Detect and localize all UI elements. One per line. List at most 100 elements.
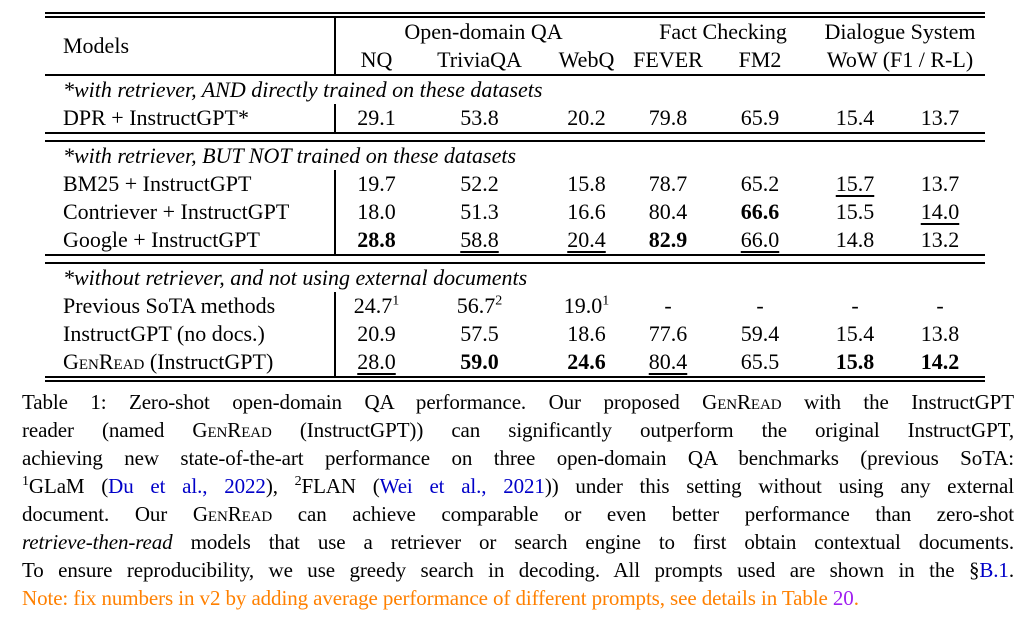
value-cell: 15.8: [815, 348, 895, 376]
value-cell: 29.1: [335, 104, 417, 132]
text-segment: GenRead: [192, 418, 272, 442]
value-cell: -: [705, 292, 815, 320]
table-ref-link-20[interactable]: 20: [832, 586, 854, 610]
metric-value: 80.4: [648, 349, 688, 374]
caption-line: reader (named GenRead (InstructGPT)) can…: [22, 416, 1014, 444]
value-cell: 15.8: [542, 170, 631, 198]
footnote-marker: 1: [392, 293, 400, 309]
value-cell: 80.4: [631, 348, 705, 376]
metric-value: 15.5: [835, 199, 875, 224]
metric-value: 52.2: [460, 171, 499, 196]
text-segment: Previous SoTA methods: [63, 293, 276, 318]
model-name-cell: Google + InstructGPT: [45, 226, 336, 254]
column-header-fever: FEVER: [633, 47, 703, 72]
metric-value: 28.0: [357, 349, 396, 374]
section-ref-link-b1[interactable]: B.1: [979, 558, 1009, 582]
text-segment: FLAN (: [301, 474, 380, 498]
metric-value: 15.8: [835, 349, 875, 374]
footnote-marker: 1: [602, 293, 610, 309]
text-segment: retrieve-then-read: [22, 530, 173, 554]
metric-value: 24.7: [353, 293, 393, 318]
table-row: Contriever + InstructGPT 18.0 51.3 16.6 80.4…: [45, 198, 985, 226]
value-cell: 20.9: [335, 320, 417, 348]
value-cell: 19.7: [335, 170, 417, 198]
text-segment: GenRead: [192, 502, 273, 526]
section-note: *with retriever, BUT NOT trained on thes…: [63, 143, 517, 168]
value-cell: 14.0: [895, 198, 985, 226]
text-segment: GLaM (: [28, 474, 109, 498]
metric-value: 51.3: [460, 199, 499, 224]
metric-value: 13.8: [920, 321, 960, 346]
metric-value: 20.4: [567, 227, 606, 252]
value-cell: 20.4: [542, 226, 631, 254]
text-segment: BM25 + InstructGPT: [63, 171, 252, 196]
value-cell: 59.4: [705, 320, 815, 348]
value-cell: 15.4: [815, 320, 895, 348]
value-cell: 15.4: [815, 104, 895, 132]
citation-link-du-2022[interactable]: Du et al., 2022: [108, 474, 266, 498]
metric-value: -: [756, 293, 764, 318]
metric-value: 79.8: [648, 105, 688, 130]
text-segment: ),: [265, 474, 295, 498]
caption-line: document. Our GenRead can achieve compar…: [22, 500, 1014, 528]
model-name-cell: Previous SoTA methods: [45, 292, 336, 320]
value-cell: 79.8: [631, 104, 705, 132]
value-cell: 18.0: [335, 198, 417, 226]
metric-value: 20.9: [357, 321, 396, 346]
footnote-marker: 2: [495, 293, 503, 309]
models-column-header: Models: [45, 18, 336, 74]
metric-value: 18.6: [567, 321, 606, 346]
text-segment: Table 1: Zero-shot open-domain QA perfor…: [22, 390, 703, 414]
caption-line: To ensure reproducibility, we use greedy…: [22, 556, 1014, 584]
header-rule: [45, 74, 985, 76]
table-row: Previous SoTA methods 24.71 56.72 19.01- - - -: [45, 292, 985, 320]
metric-value: 13.2: [920, 227, 960, 252]
value-cell: 28.8: [335, 226, 417, 254]
metric-value: 66.6: [740, 199, 780, 224]
text-segment: (InstructGPT)) can significantly outperf…: [271, 418, 1014, 442]
column-header-wow: WoW (F1 / R-L): [826, 47, 974, 72]
header-group-row: Models Open-domain QA Fact Checking Dial…: [45, 18, 985, 74]
metric-value: 65.2: [740, 171, 780, 196]
metric-value: 66.0: [740, 227, 780, 252]
value-cell: 80.4: [631, 198, 705, 226]
metric-value: 13.7: [920, 171, 960, 196]
metric-value: 28.8: [357, 227, 396, 252]
value-cell: 13.7: [895, 170, 985, 198]
caption-line: Note: fix numbers in v2 by adding averag…: [22, 584, 1014, 612]
metric-value: 13.7: [920, 105, 960, 130]
metric-value: 57.5: [460, 321, 499, 346]
value-cell: -: [815, 292, 895, 320]
value-cell: 66.6: [705, 198, 815, 226]
text-segment: Note: fix numbers in v2 by adding averag…: [22, 586, 833, 610]
caption-line: retrieve-then-read models that use a ret…: [22, 528, 1014, 556]
rule-under-header: [45, 74, 985, 76]
text-segment: with the InstructGPT: [781, 390, 1014, 414]
text-segment: achieving new state-of-the-art performan…: [22, 446, 1014, 470]
metric-value: 18.0: [357, 199, 396, 224]
rule-top: [45, 12, 985, 18]
section-separator-rule: [45, 254, 985, 264]
metric-value: -: [851, 293, 859, 318]
citation-link-wei-2021[interactable]: Wei et al., 2021: [379, 474, 545, 498]
section-separator: [45, 132, 985, 142]
value-cell: 58.8: [417, 226, 542, 254]
section-note: *without retriever, and not using extern…: [63, 265, 528, 290]
metric-value: 53.8: [460, 105, 499, 130]
value-cell: -: [895, 292, 985, 320]
column-header-webq: WebQ: [558, 47, 615, 72]
caption-line: 1GLaM (Du et al., 2022), 2FLAN (Wei et a…: [22, 472, 1014, 500]
metric-value: 65.9: [740, 105, 780, 130]
metric-value: 59.4: [740, 321, 780, 346]
value-cell: 65.2: [705, 170, 815, 198]
value-cell: 20.2: [542, 104, 631, 132]
value-cell: 13.8: [895, 320, 985, 348]
text-segment: (InstructGPT): [144, 349, 274, 374]
metric-value: -: [936, 293, 944, 318]
text-segment: GenRead: [702, 390, 782, 414]
model-name-cell: InstructGPT (no docs.): [45, 320, 336, 348]
table-row: BM25 + InstructGPT 19.7 52.2 15.8 78.7 65.2 15…: [45, 170, 985, 198]
bottom-double-rule: [45, 376, 985, 382]
column-header-fm2: FM2: [738, 47, 782, 72]
top-double-rule: [45, 12, 985, 18]
